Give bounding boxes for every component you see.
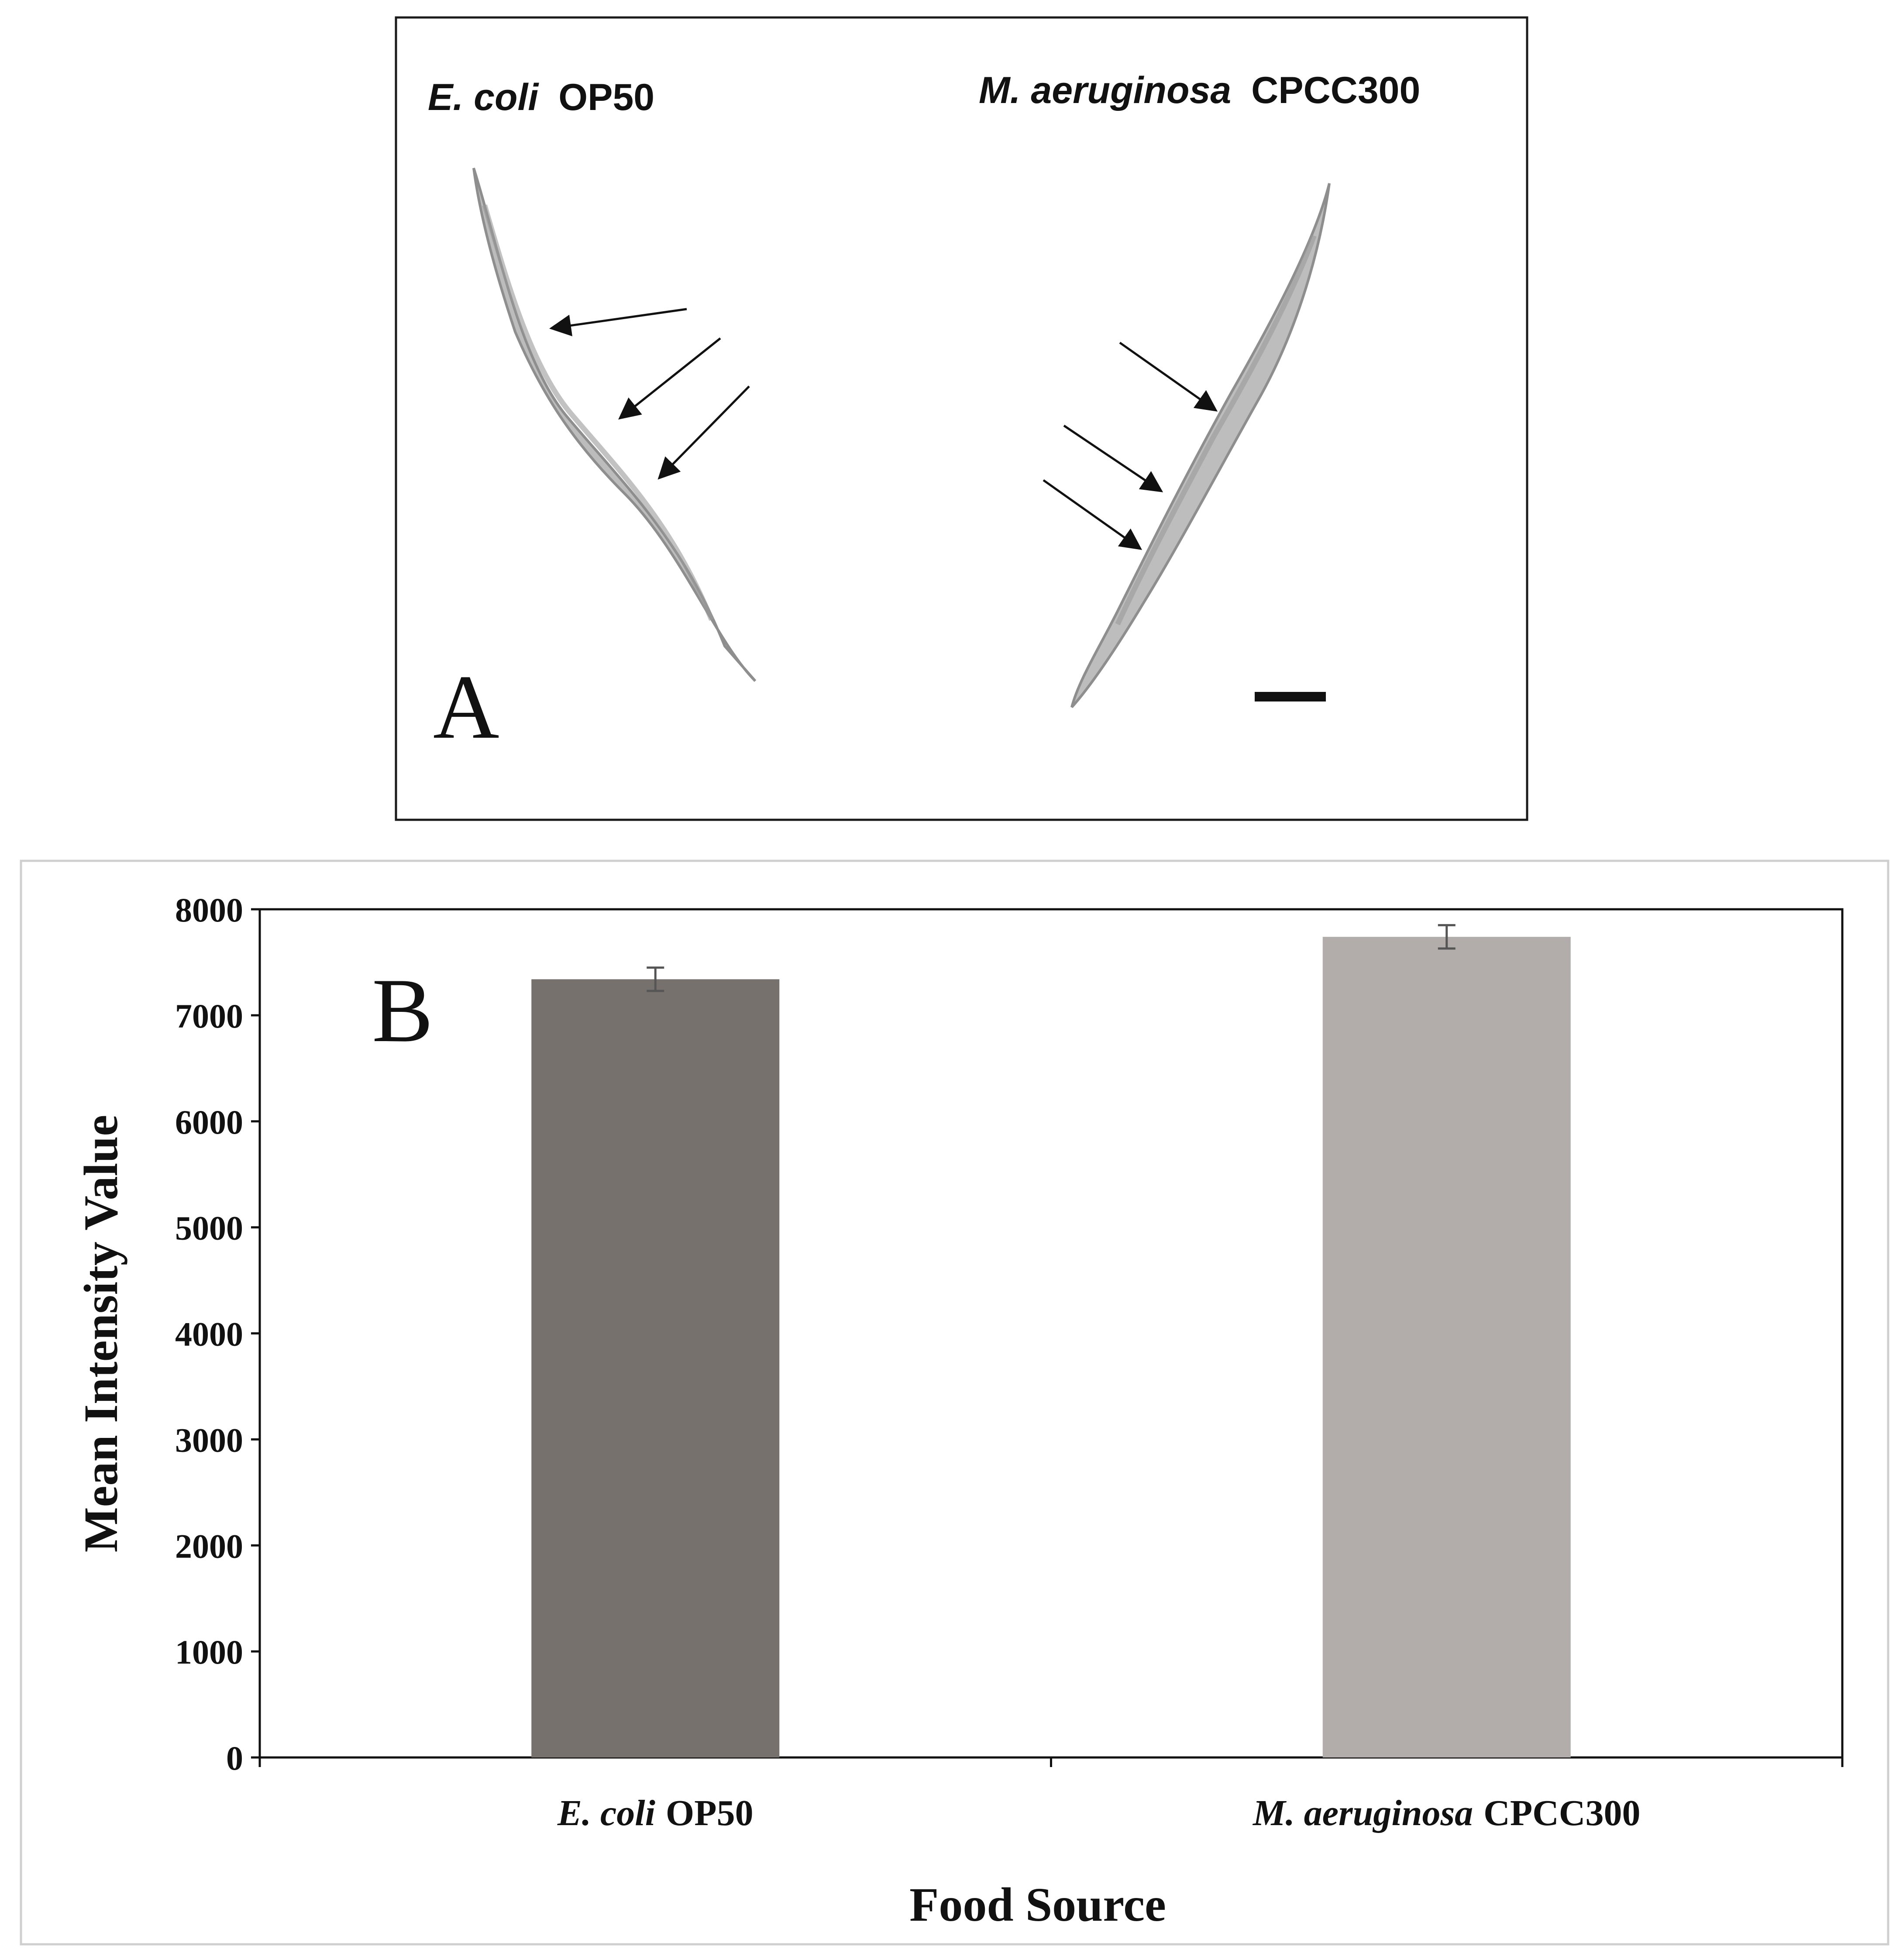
y-tick-label: 6000 [175,1103,243,1141]
error-bar [647,966,664,992]
arrow-right-2 [1063,424,1163,492]
x-axis-ticks [258,1757,1844,1767]
panel-a: E. coli OP50 M. aeruginosa CPCC300 [395,16,1528,821]
panel-b-letter: B [372,960,433,1061]
error-bar [1438,924,1456,950]
panel-a-frame [395,16,1528,821]
y-tick-label: 3000 [175,1421,243,1459]
arrow-left-3 [657,385,750,480]
panel-a-right-label-italic: M. aeruginosa [979,69,1231,111]
y-tick-label: 2000 [175,1527,243,1565]
panel-b: 0 1000 2000 3000 4000 5000 6000 7000 8000 E. col… [20,860,1889,1946]
y-tick-label: 1000 [175,1633,243,1671]
bars [531,937,1571,1757]
panel-b-frame [20,860,1889,1946]
y-tick-label: 8000 [175,891,243,929]
panel-a-letter: A [433,657,499,758]
y-tick-label: 4000 [175,1315,243,1353]
error-bars [647,924,1456,992]
y-axis-ticks: 0 1000 2000 3000 4000 5000 6000 7000 8000 [175,891,260,1777]
panel-a-right-label: M. aeruginosa CPCC300 [979,69,1420,111]
arrow-left-2 [618,337,721,420]
y-axis-label: Mean Intensity Value [74,1115,127,1552]
x-axis-label: Food Source [909,1878,1166,1931]
arrows-right [1043,341,1218,550]
panel-a-left-label-italic: E. coli [428,76,539,118]
x-category-italic: E. coli [557,1793,655,1833]
x-category-plain: CPCC300 [1483,1793,1640,1833]
worm-left [472,168,757,682]
y-tick-label: 0 [226,1739,243,1777]
panel-a-left-label: E. coli OP50 [428,76,654,118]
x-category-label: M. aeruginosa CPCC300 [1252,1793,1640,1833]
arrows-left [549,308,750,480]
scale-bar [1255,692,1326,701]
worm-right [1070,183,1331,708]
x-category-label: E. coli OP50 [557,1793,754,1833]
arrow-left-1 [549,308,687,337]
x-category-plain: OP50 [666,1793,754,1833]
panel-a-right-label-plain: CPCC300 [1251,69,1420,111]
arrow-right-3 [1043,479,1142,550]
y-tick-label: 7000 [175,997,243,1035]
bar [531,979,780,1757]
y-tick-label: 5000 [175,1209,243,1247]
x-category-labels: E. coli OP50 M. aeruginosa CPCC300 [557,1793,1641,1833]
arrow-right-1 [1119,341,1218,412]
x-category-italic: M. aeruginosa [1252,1793,1473,1833]
panel-a-left-label-plain: OP50 [558,76,654,118]
bar [1322,937,1571,1757]
